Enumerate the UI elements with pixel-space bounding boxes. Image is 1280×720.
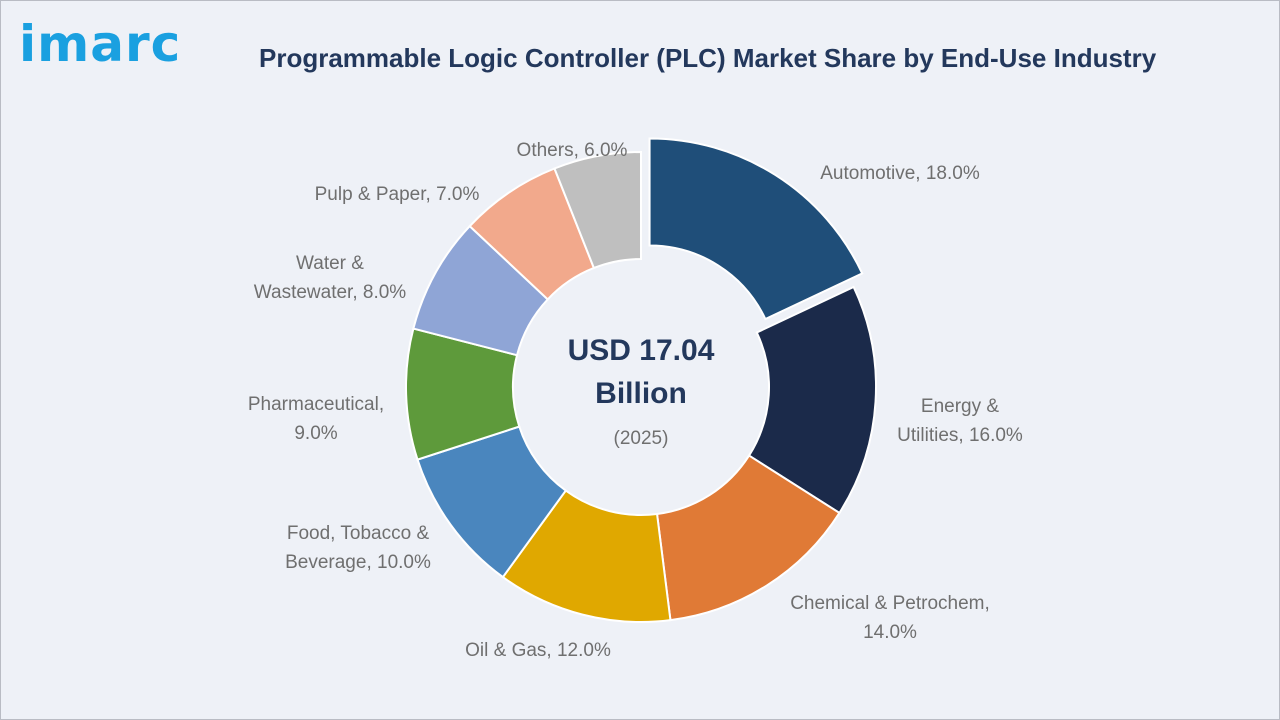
- slice-labels: Automotive, 18.0% Energy & Utilities, 16.0…: [248, 140, 1023, 661]
- label-automotive: Automotive, 18.0%: [820, 163, 980, 184]
- slice-others: [553, 150, 642, 270]
- label-others: Others, 6.0%: [517, 140, 628, 161]
- label-pulp-paper: Pulp & Paper, 7.0%: [315, 184, 480, 205]
- label-chemical-petrochem: Chemical & Petrochem, 14.0%: [790, 593, 990, 643]
- label-water-wastewater: Water & Wastewater, 8.0%: [254, 253, 407, 303]
- center-year: (2025): [614, 428, 669, 449]
- donut-slices: [405, 137, 877, 623]
- center-unit: Billion: [595, 377, 687, 410]
- label-pharmaceutical: Pharmaceutical, 9.0%: [248, 394, 384, 444]
- slice-automotive: [648, 137, 864, 321]
- label-energy-utilities: Energy & Utilities, 16.0%: [897, 396, 1023, 446]
- center-value: USD 17.04: [568, 334, 715, 367]
- slice-chemical-petrochem: [655, 454, 841, 622]
- chart-title: Programmable Logic Controller (PLC) Mark…: [259, 43, 1157, 73]
- slice-energy-utilities: [747, 285, 877, 515]
- imarc-logo: imarc: [19, 15, 182, 73]
- label-oil-gas: Oil & Gas, 12.0%: [465, 640, 611, 661]
- label-food-tobacco-beverage: Food, Tobacco & Beverage, 10.0%: [285, 523, 431, 573]
